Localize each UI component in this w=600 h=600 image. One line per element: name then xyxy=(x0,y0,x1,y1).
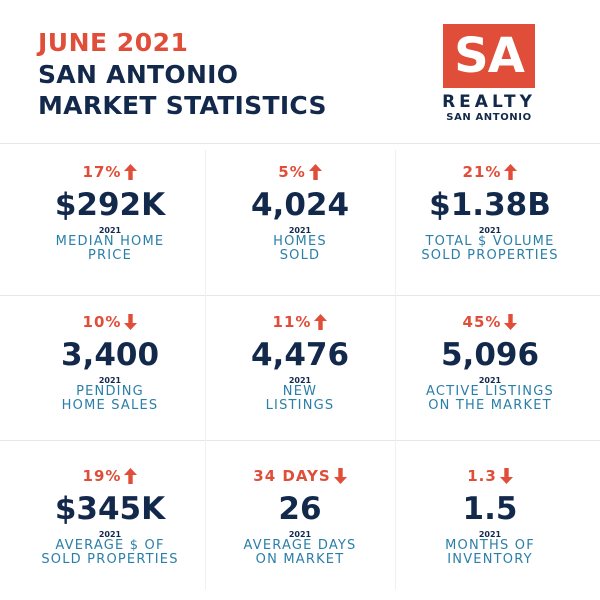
change-text: 45% xyxy=(462,313,502,331)
arrow-shape xyxy=(124,164,138,180)
stat-label: NEW xyxy=(282,384,318,399)
stat-label: INVENTORY xyxy=(447,552,533,567)
stat-card: 5% 4,024 2021 HOMES SOLD xyxy=(205,162,395,263)
stat-label: PRICE xyxy=(88,248,132,263)
title: MARKET STATISTICS xyxy=(38,91,327,120)
stat-year: 2021 xyxy=(98,226,122,235)
trend-arrow xyxy=(504,314,518,330)
trend-arrow xyxy=(499,468,513,484)
stat-value: 4,024 xyxy=(250,187,350,223)
stat-label: LISTINGS xyxy=(265,398,335,413)
stat-value: 1.5 xyxy=(462,491,518,527)
arrow-shape xyxy=(314,314,328,330)
stat-value: 4,476 xyxy=(250,337,350,373)
stat-label: ON MARKET xyxy=(255,552,345,567)
stat-change: 10% xyxy=(15,312,205,332)
stat-label: SOLD PROPERTIES xyxy=(421,248,559,263)
stat-card: 19% $345K 2021 AVERAGE $ OF SOLD PROPERTIES xyxy=(15,466,205,567)
stat-value: $292K xyxy=(54,187,166,223)
title-date: JUNE 2021 xyxy=(38,28,189,57)
stat-label: HOMES xyxy=(273,234,327,249)
trend-arrow xyxy=(333,468,347,484)
divider xyxy=(0,295,600,296)
stat-change: 19% xyxy=(15,466,205,486)
stat-year: 2021 xyxy=(288,226,312,235)
stat-label: TOTAL $ VOLUME xyxy=(425,234,555,249)
stat-value: 26 xyxy=(278,491,322,527)
stat-label: MEDIAN HOME xyxy=(55,234,165,249)
stat-value: 3,400 xyxy=(60,337,160,373)
divider xyxy=(0,143,600,144)
logo-name: REALTY xyxy=(442,92,536,112)
arrow-shape xyxy=(499,468,513,484)
arrow-shape xyxy=(124,468,138,484)
trend-arrow xyxy=(124,468,138,484)
change-text: 19% xyxy=(82,467,122,485)
change-text: 11% xyxy=(272,313,312,331)
change-text: 1.3 xyxy=(467,467,497,485)
stat-label: AVERAGE DAYS xyxy=(243,538,357,553)
stat-year: 2021 xyxy=(478,226,502,235)
stat-change: 1.3 xyxy=(395,466,585,486)
stat-label: AVERAGE $ OF xyxy=(55,538,165,553)
stat-change: 21% xyxy=(395,162,585,182)
stat-label: SOLD xyxy=(279,248,321,263)
stat-value: $345K xyxy=(54,491,166,527)
stat-change: 17% xyxy=(15,162,205,182)
change-text: 21% xyxy=(462,163,502,181)
title: SAN ANTONIO xyxy=(38,60,239,89)
stat-card: 45% 5,096 2021 ACTIVE LISTINGS ON THE MARKET xyxy=(395,312,585,413)
change-text: 17% xyxy=(82,163,122,181)
trend-arrow xyxy=(314,314,328,330)
stat-label: SOLD PROPERTIES xyxy=(41,552,179,567)
stat-change: 5% xyxy=(205,162,395,182)
change-text: 34 DAYS xyxy=(253,467,331,485)
logo-city: SAN ANTONIO xyxy=(446,112,532,123)
stat-label: PENDING xyxy=(76,384,144,399)
stat-year: 2021 xyxy=(98,376,122,385)
arrow-shape xyxy=(504,164,518,180)
arrow-shape xyxy=(124,314,138,330)
stat-year: 2021 xyxy=(98,530,122,539)
stat-year: 2021 xyxy=(478,530,502,539)
stat-year: 2021 xyxy=(288,530,312,539)
stat-label: MONTHS OF xyxy=(445,538,535,553)
trend-arrow xyxy=(124,314,138,330)
arrow-shape xyxy=(504,314,518,330)
stat-card: 11% 4,476 2021 NEW LISTINGS xyxy=(205,312,395,413)
stat-change: 45% xyxy=(395,312,585,332)
stat-label: ON THE MARKET xyxy=(428,398,552,413)
change-text: 10% xyxy=(82,313,122,331)
logo-mark: SA xyxy=(443,24,535,88)
stat-label: HOME SALES xyxy=(61,398,159,413)
stat-change: 34 DAYS xyxy=(205,466,395,486)
stat-label: ACTIVE LISTINGS xyxy=(426,384,554,399)
stat-change: 11% xyxy=(205,312,395,332)
stat-year: 2021 xyxy=(288,376,312,385)
stat-value: $1.38B xyxy=(429,187,551,223)
divider xyxy=(395,150,396,590)
trend-arrow xyxy=(504,164,518,180)
trend-arrow xyxy=(124,164,138,180)
stat-year: 2021 xyxy=(478,376,502,385)
trend-arrow xyxy=(308,164,322,180)
arrow-shape xyxy=(308,164,322,180)
stat-card: 17% $292K 2021 MEDIAN HOME PRICE xyxy=(15,162,205,263)
divider xyxy=(205,150,206,590)
stat-card: 1.3 1.5 2021 MONTHS OF INVENTORY xyxy=(395,466,585,567)
stat-card: 34 DAYS 26 2021 AVERAGE DAYS ON MARKET xyxy=(205,466,395,567)
arrow-shape xyxy=(333,468,347,484)
stat-card: 21% $1.38B 2021 TOTAL $ VOLUME SOLD PROPERTI… xyxy=(395,162,585,263)
divider xyxy=(0,440,600,441)
change-text: 5% xyxy=(278,163,306,181)
stat-value: 5,096 xyxy=(440,337,540,373)
stat-card: 10% 3,400 2021 PENDING HOME SALES xyxy=(15,312,205,413)
